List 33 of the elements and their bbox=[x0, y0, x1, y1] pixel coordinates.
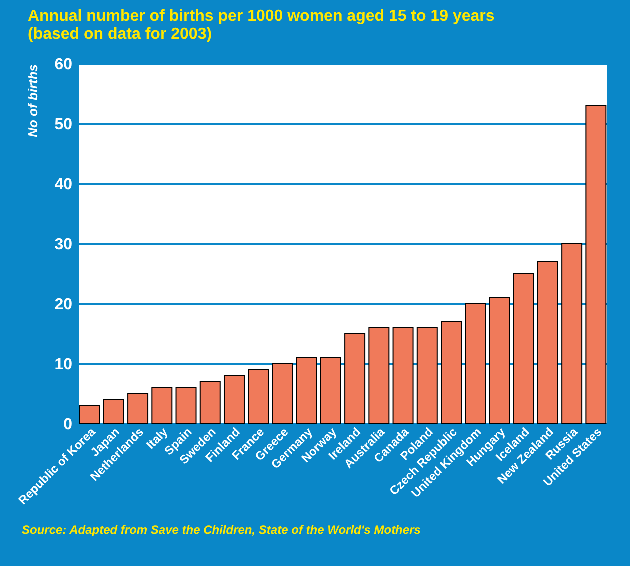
bar bbox=[562, 244, 583, 424]
y-tick-label: 20 bbox=[54, 296, 73, 314]
bar bbox=[465, 304, 486, 424]
y-tick-label: 60 bbox=[54, 56, 73, 74]
bar bbox=[513, 274, 534, 424]
chart-title: Annual number of births per 1000 women aged 15 to 19 years bbox=[28, 8, 495, 25]
bar bbox=[128, 394, 149, 424]
bar bbox=[416, 328, 438, 424]
bar bbox=[248, 370, 270, 424]
bar bbox=[103, 400, 124, 424]
y-tick-label: 30 bbox=[54, 236, 73, 254]
bar bbox=[224, 376, 245, 424]
chart-subtitle: (based on data for 2003) bbox=[28, 26, 212, 43]
bar bbox=[296, 358, 318, 424]
bar bbox=[152, 388, 173, 424]
y-tick-label: 0 bbox=[64, 416, 73, 434]
bar bbox=[441, 322, 462, 424]
bar bbox=[200, 382, 221, 424]
y-axis-title: No of births bbox=[26, 64, 41, 138]
bar bbox=[79, 406, 100, 424]
bar bbox=[272, 364, 294, 424]
bar bbox=[392, 328, 414, 424]
y-tick-label: 40 bbox=[54, 176, 73, 194]
bar bbox=[489, 298, 510, 424]
bar bbox=[176, 388, 197, 424]
source-note: Source: Adapted from Save the Children, State of the World's Mothers bbox=[21, 523, 422, 537]
bar bbox=[368, 328, 390, 424]
bar bbox=[586, 106, 607, 424]
bar bbox=[537, 262, 558, 424]
bar bbox=[344, 334, 366, 424]
y-tick-label: 10 bbox=[54, 356, 73, 374]
bar bbox=[320, 358, 342, 424]
y-tick-label: 50 bbox=[54, 116, 73, 134]
